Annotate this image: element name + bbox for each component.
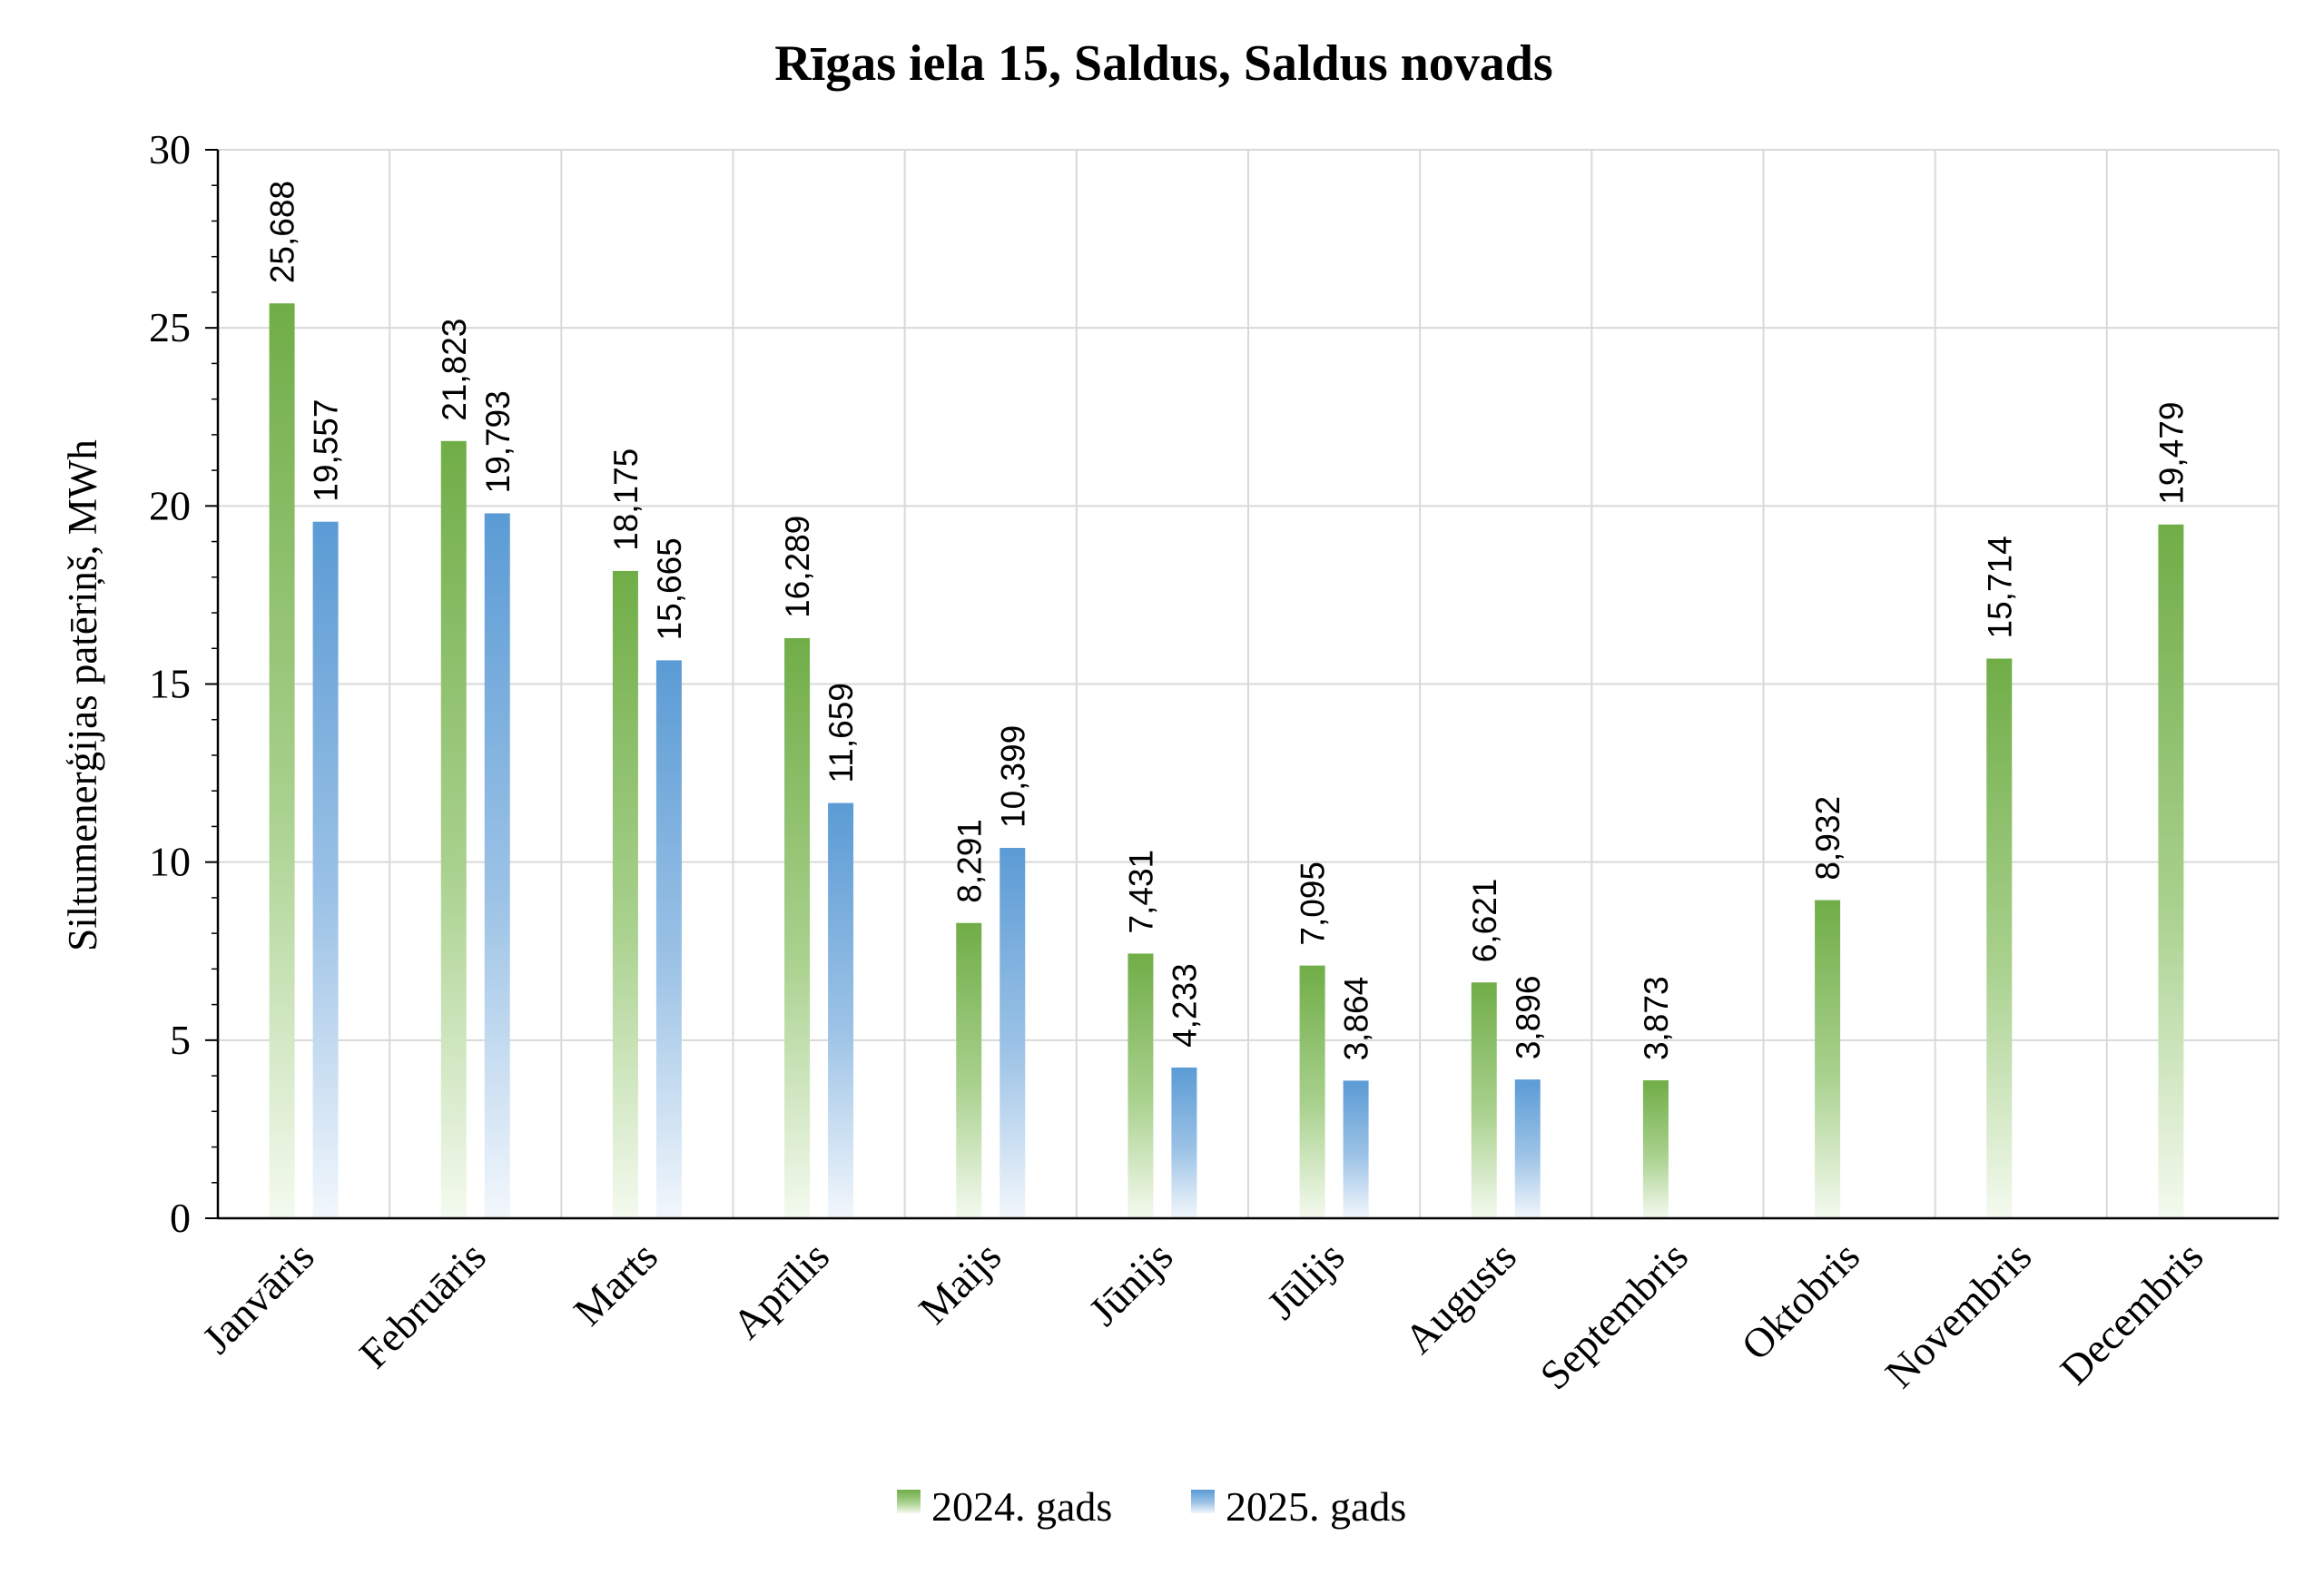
data-label: 25,688 [264, 181, 301, 283]
data-label: 15,714 [1981, 536, 2018, 638]
x-tick-label: Novembris [1876, 1233, 2041, 1397]
bar-2025-Jūlijs [1343, 1080, 1369, 1218]
data-label: 15,665 [651, 537, 688, 640]
bar-2025-Marts [655, 660, 682, 1218]
legend-label: 2025. gads [1226, 1483, 1406, 1530]
x-tick-label: Maijs [910, 1233, 1009, 1333]
x-tick-label: Jūlijs [1258, 1233, 1354, 1328]
y-tick-label: 15 [149, 661, 191, 707]
data-label: 3,896 [1510, 976, 1547, 1060]
bar-2024-Marts [612, 570, 638, 1218]
x-tick-label: Aprīlis [724, 1233, 838, 1347]
bar-2024-Jūnijs [1128, 953, 1154, 1218]
data-label: 11,659 [822, 683, 860, 783]
bar-2024-Septembris [1642, 1080, 1669, 1218]
x-axis-ticks: Janvāris Februāris Marts Aprīlis Maijs Jūnijs… [193, 1233, 2211, 1398]
legend-swatch [897, 1490, 921, 1513]
bar-2024-Janvāris [269, 303, 295, 1218]
bar-2024-Aprīlis [784, 637, 811, 1218]
x-tick-label: Decembris [2052, 1233, 2212, 1393]
bar-2024-Oktobris [1815, 900, 1841, 1218]
data-label: 19,557 [308, 399, 345, 502]
data-label: 19,479 [2152, 402, 2190, 505]
data-label: 8,291 [950, 819, 988, 903]
data-label: 8,932 [1809, 796, 1846, 881]
chart-title: Rīgas iela 15, Saldus, Saldus novads [774, 35, 1552, 92]
bar-2025-Maijs [1000, 848, 1026, 1218]
data-label: 7,431 [1122, 850, 1159, 934]
data-label: 4,233 [1166, 963, 1203, 1048]
bar-2025-Aprīlis [828, 802, 854, 1218]
bar-2024-Maijs [956, 922, 982, 1218]
data-label: 10,399 [994, 725, 1031, 828]
y-tick-label: 20 [149, 482, 191, 528]
y-tick-label: 5 [170, 1017, 191, 1063]
x-tick-label: Janvāris [193, 1233, 323, 1363]
bar-2025-Augusts [1514, 1079, 1541, 1218]
bar-2024-Decembris [2158, 524, 2184, 1218]
data-label: 7,095 [1295, 861, 1332, 946]
legend-label: 2024. gads [931, 1483, 1112, 1530]
x-tick-label: Marts [565, 1233, 666, 1334]
y-tick-label: 25 [149, 304, 191, 350]
y-axis-ticks: 0 5 10 15 20 25 30 [149, 126, 191, 1241]
axes [205, 149, 2279, 1220]
x-tick-label: Februāris [350, 1233, 495, 1377]
data-label: 3,873 [1638, 976, 1675, 1060]
bar-2025-Februāris [484, 513, 510, 1218]
bar-2025-Jūnijs [1171, 1067, 1197, 1218]
data-label: 6,621 [1466, 879, 1503, 963]
bar-2024-Februāris [440, 440, 467, 1218]
x-tick-label: Septembris [1531, 1233, 1697, 1398]
data-label: 18,175 [607, 448, 645, 551]
gridlines [218, 149, 2280, 1218]
data-label: 19,793 [479, 390, 517, 493]
legend-swatch [1191, 1490, 1215, 1513]
legend: 2024. gads 2025. gads [897, 1483, 1406, 1530]
bar-2024-Novembris [1986, 658, 2013, 1218]
y-tick-label: 30 [149, 126, 191, 172]
bar-2024-Jūlijs [1299, 965, 1325, 1218]
bar-2024-Augusts [1471, 982, 1497, 1218]
bar-2025-Janvāris [312, 521, 339, 1218]
x-tick-label: Oktobris [1732, 1233, 1868, 1369]
y-tick-label: 0 [170, 1195, 191, 1241]
data-label: 21,823 [436, 319, 473, 421]
data-label: 16,289 [779, 516, 816, 618]
x-tick-label: Augusts [1395, 1233, 1525, 1363]
data-label: 3,864 [1338, 977, 1375, 1061]
bars [269, 303, 2184, 1218]
y-tick-label: 10 [149, 839, 191, 885]
x-tick-label: Jūnijs [1079, 1233, 1181, 1334]
data-labels: 25,688 21,823 18,175 16,289 8,291 7,431 7,095 6… [264, 181, 2191, 1060]
y-axis-label: Siltumenerģijas patēriņš, MWh [60, 439, 105, 951]
